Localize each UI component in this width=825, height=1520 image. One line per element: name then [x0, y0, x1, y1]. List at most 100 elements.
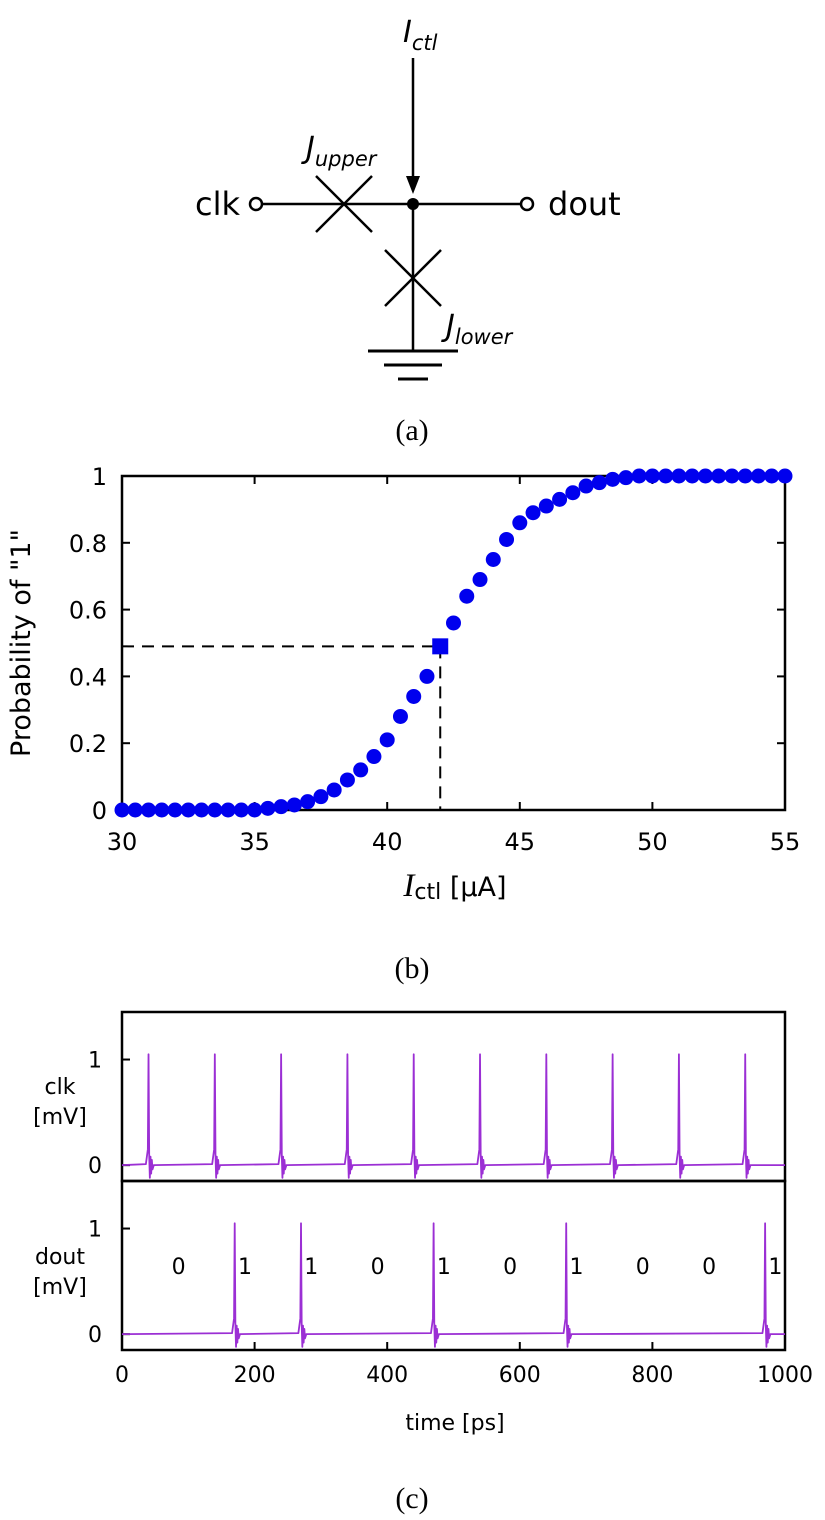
- data-point: [247, 802, 263, 818]
- data-point: [644, 468, 660, 484]
- j-upper-label: Jupper: [301, 131, 378, 171]
- arrow-down-icon: [406, 176, 420, 194]
- data-point: [472, 572, 488, 588]
- data-point: [127, 802, 143, 818]
- data-point: [154, 802, 170, 818]
- data-point: [764, 468, 780, 484]
- dout-trace: [121, 1222, 785, 1348]
- data-point: [684, 468, 700, 484]
- data-point: [353, 762, 369, 778]
- probability-ylabel: Probability of "1": [6, 529, 37, 757]
- data-point: [207, 802, 223, 818]
- dout-plot-frame: [120, 1179, 787, 1352]
- bit-label: 0: [636, 1255, 650, 1280]
- clk-label: clk: [195, 185, 240, 223]
- x-tick-label: 40: [372, 828, 403, 856]
- y-tick-label: 0.4: [69, 663, 107, 691]
- data-point: [366, 749, 382, 765]
- data-point: [446, 615, 461, 631]
- clk-ylabel: clk: [45, 1075, 76, 1100]
- bit-label: 0: [172, 1255, 186, 1280]
- bit-label: 0: [503, 1255, 517, 1280]
- dout-ylabel: dout: [35, 1245, 85, 1270]
- caption-c: (c): [395, 1482, 428, 1515]
- clk-terminal: [248, 196, 264, 212]
- y-tick-label: 0.6: [69, 597, 107, 625]
- data-point: [273, 799, 289, 815]
- data-point: [750, 468, 766, 484]
- data-point: [777, 468, 793, 484]
- data-point: [671, 468, 687, 484]
- data-point: [220, 802, 236, 818]
- data-point: [525, 505, 541, 521]
- data-point: [459, 588, 475, 604]
- data-point: [605, 471, 621, 487]
- x-tick-label: 50: [637, 828, 668, 856]
- data-point: [141, 802, 157, 818]
- x-tick-label: 30: [107, 828, 138, 856]
- caption-a: (a): [395, 414, 428, 447]
- data-point: [406, 688, 422, 704]
- time-tick-label: 400: [366, 1363, 408, 1388]
- data-point: [300, 794, 316, 810]
- y-tick-label: 0: [92, 797, 107, 825]
- time-tick-label: 800: [631, 1363, 673, 1388]
- data-point: [260, 800, 276, 816]
- dout-ylabel-unit: [mV]: [33, 1275, 87, 1300]
- data-point: [326, 782, 342, 798]
- y-tick-label: 0: [88, 1154, 102, 1179]
- data-point: [379, 732, 395, 748]
- ictl-label: Ictl: [403, 15, 438, 55]
- y-tick-label: 1: [88, 1049, 102, 1074]
- bit-label: 1: [304, 1255, 318, 1280]
- y-tick-label: 0.2: [69, 730, 107, 758]
- time-tick-label: 0: [115, 1363, 129, 1388]
- time-tick-label: 600: [499, 1363, 541, 1388]
- data-point: [591, 475, 607, 491]
- x-tick-label: 55: [770, 828, 801, 856]
- data-point: [552, 491, 568, 507]
- data-point: [565, 485, 581, 501]
- dout-terminal: [519, 196, 535, 212]
- data-point: [658, 468, 674, 484]
- data-point: [339, 772, 355, 788]
- y-tick-label: 0: [88, 1323, 102, 1348]
- data-point: [313, 789, 329, 805]
- clk-plot-frame: [120, 1010, 787, 1183]
- data-point: [618, 470, 634, 486]
- bit-label: 0: [371, 1255, 385, 1280]
- data-point: [578, 478, 594, 494]
- data-point: [711, 468, 727, 484]
- probability-plot-frame: [120, 474, 787, 812]
- bit-label: 0: [702, 1255, 716, 1280]
- time-tick-label: 1000: [757, 1363, 813, 1388]
- probability-xlabel: Ictl [μA]: [402, 868, 506, 905]
- probability-chart: 30 35 40 45 50 55 0 0.2 0.4 0.6 0.8 1 Probability o…: [6, 463, 800, 905]
- data-point: [499, 531, 515, 547]
- data-point: [114, 802, 130, 818]
- data-point: [419, 668, 435, 684]
- bit-label: 1: [768, 1255, 782, 1280]
- clk-trace: [121, 1053, 785, 1179]
- data-point: [512, 515, 528, 531]
- data-point: [631, 468, 647, 484]
- y-tick-label: 0.8: [69, 530, 107, 558]
- dout-label: dout: [548, 185, 621, 223]
- clk-ylabel-unit: [mV]: [33, 1105, 87, 1130]
- x-tick-label: 45: [505, 828, 536, 856]
- data-point: [286, 797, 302, 813]
- highlight-square-point: [432, 638, 449, 655]
- data-point: [724, 468, 740, 484]
- data-point: [697, 468, 713, 484]
- caption-b: (b): [395, 952, 430, 985]
- data-point: [392, 708, 408, 724]
- time-xlabel: time [ps]: [405, 1411, 504, 1436]
- j-lower-label: Jlower: [441, 309, 514, 349]
- data-point: [538, 498, 554, 514]
- ground-icon: [368, 349, 458, 381]
- bit-label: 1: [437, 1255, 451, 1280]
- y-tick-label: 1: [88, 1218, 102, 1243]
- time-tick-label: 200: [234, 1363, 276, 1388]
